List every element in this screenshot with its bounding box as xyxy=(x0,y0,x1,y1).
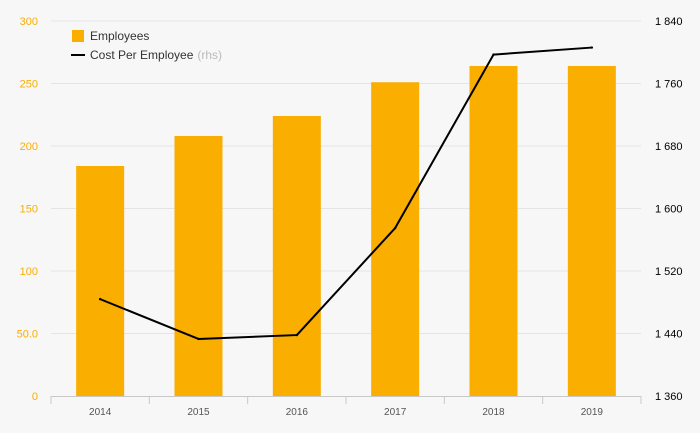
employees-bar-2018 xyxy=(469,66,518,396)
right-y-tick-label: 1 840 xyxy=(655,16,683,28)
x-tick-label: 2015 xyxy=(187,407,210,418)
x-tick-label: 2018 xyxy=(482,407,505,418)
employees-bar-2014 xyxy=(76,166,125,396)
left-y-tick-label: 250 xyxy=(20,79,38,91)
employees-bar-2017 xyxy=(371,82,420,396)
x-axis-ticks: 2014 2015 2016 2017 2018 2019 xyxy=(50,396,642,418)
legend: Employees Cost Per Employee (rhs) xyxy=(71,29,222,62)
x-tick-label: 2019 xyxy=(581,407,604,418)
right-y-tick-label: 1 440 xyxy=(655,329,683,341)
cost-per-employee-point-2017 xyxy=(393,226,397,230)
left-y-tick-label: 300 xyxy=(20,16,38,28)
left-y-tick-label: 100 xyxy=(20,266,38,278)
x-tick-label: 2016 xyxy=(286,407,309,418)
cost-per-employee-line-series xyxy=(98,46,594,341)
right-y-tick-label: 1 760 xyxy=(655,79,683,91)
right-y-tick-label: 1 520 xyxy=(655,266,683,278)
left-y-tick-label: 150 xyxy=(20,204,38,216)
employees-bar-2015 xyxy=(174,136,223,396)
legend-label-employees: Employees xyxy=(90,29,149,43)
legend-label-cost-per-employee: Cost Per Employee (rhs) xyxy=(90,48,222,62)
right-y-tick-label: 1 600 xyxy=(655,204,683,216)
x-tick-label: 2014 xyxy=(89,407,112,418)
x-tick-label: 2017 xyxy=(384,407,407,418)
employees-bar-2019 xyxy=(567,66,616,396)
cost-per-employee-point-2016 xyxy=(295,333,299,337)
cost-per-employee-point-2015 xyxy=(197,337,200,341)
cost-per-employee-point-2014 xyxy=(98,297,102,301)
right-y-tick-label: 1 360 xyxy=(655,391,683,403)
right-y-tick-label: 1 680 xyxy=(655,141,683,153)
cost-per-employee-point-2018 xyxy=(492,53,495,56)
legend-label-rhs-note: (rhs) xyxy=(197,48,222,62)
left-y-axis: 0 50.0 100 150 200 250 300 xyxy=(17,16,38,403)
cost-per-employee-point-2019 xyxy=(590,46,594,49)
right-y-axis: 1 360 1 440 1 520 1 600 1 680 1 760 1 840 xyxy=(655,16,683,403)
employees-bars xyxy=(76,66,616,396)
legend-label-cost-per-employee-name: Cost Per Employee xyxy=(90,48,194,62)
left-y-tick-label: 0 xyxy=(32,391,38,403)
grid-lines xyxy=(51,20,641,334)
legend-swatch-employees xyxy=(72,30,84,42)
left-y-tick-label: 50.0 xyxy=(17,329,38,341)
employees-bar-2016 xyxy=(272,116,321,396)
cost-per-employee-line xyxy=(99,46,592,340)
left-y-tick-label: 200 xyxy=(20,141,38,153)
